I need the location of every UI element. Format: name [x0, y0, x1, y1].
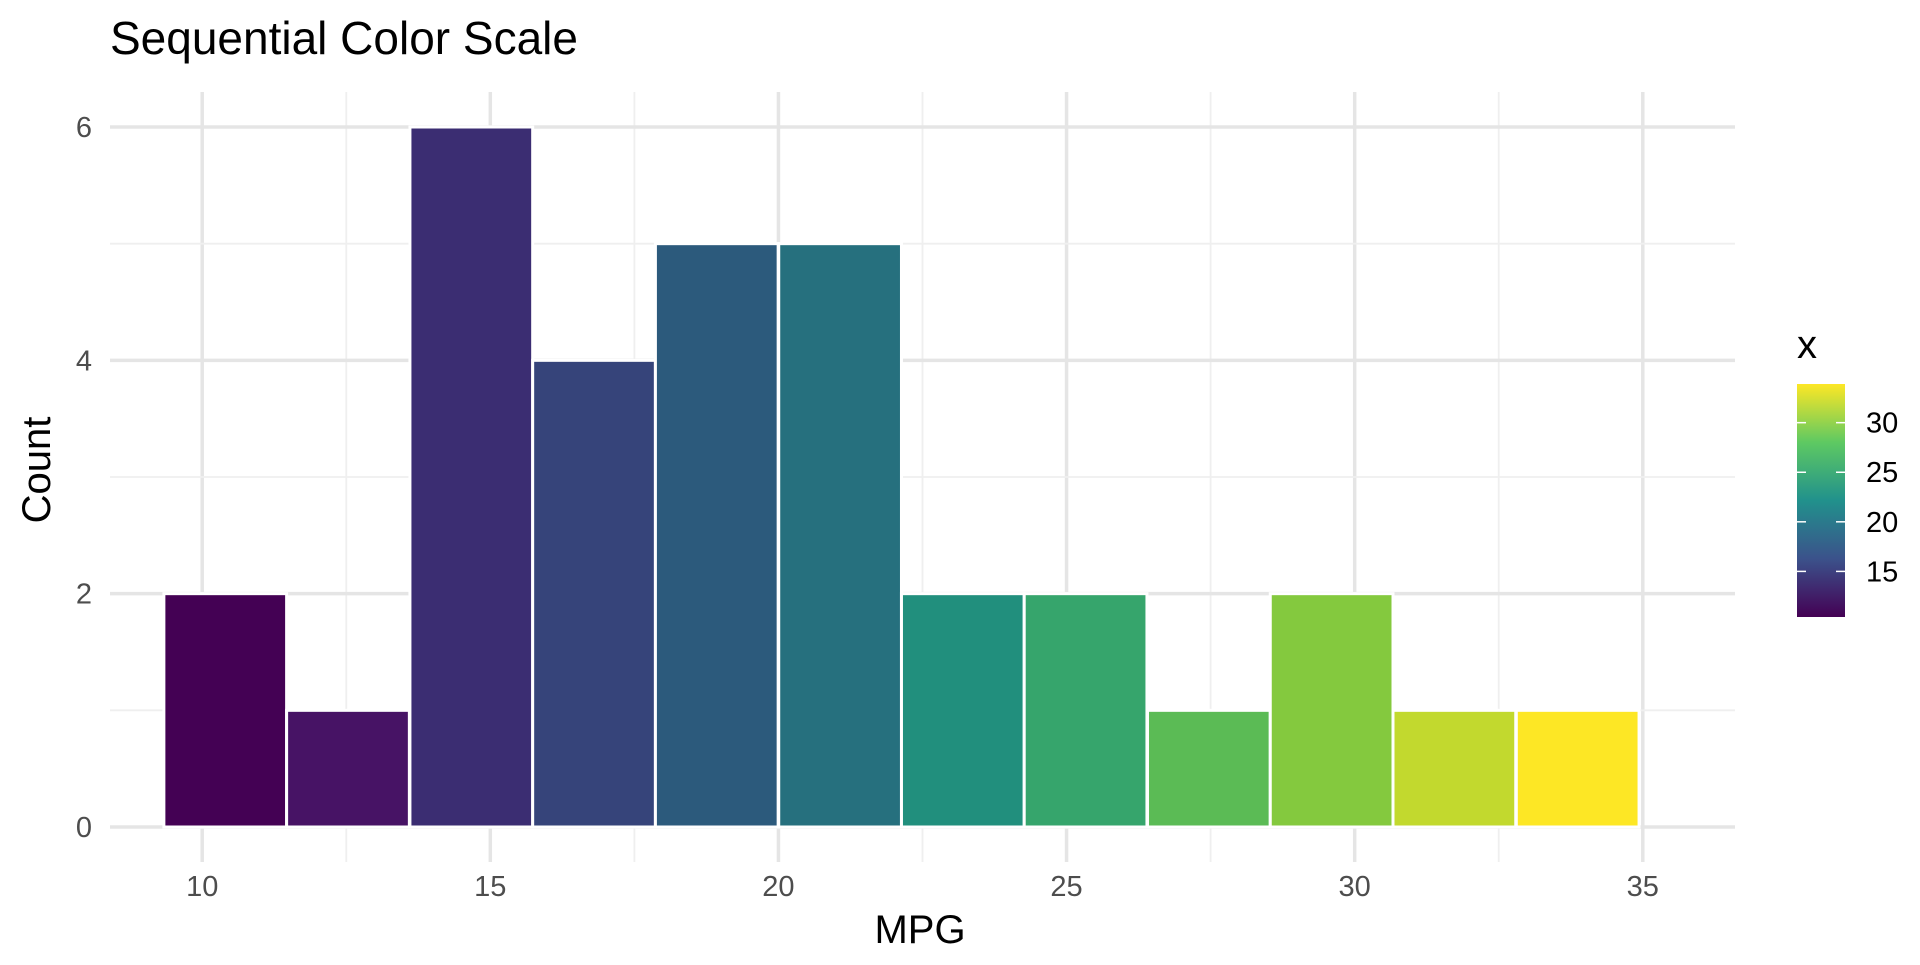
x-tick-label: 20 — [762, 871, 794, 903]
legend-ticks: 15 20 25 30 — [1797, 408, 1898, 588]
histogram-bar — [1391, 708, 1518, 829]
legend-tick-label: 20 — [1866, 507, 1898, 539]
histogram-bar — [531, 358, 657, 829]
x-tick-label: 10 — [186, 871, 218, 903]
y-tick-label: 4 — [76, 345, 92, 377]
legend-tick-label: 25 — [1866, 457, 1898, 489]
x-axis-ticks: 10 15 20 25 30 35 — [186, 871, 1659, 903]
histogram-bar — [1022, 592, 1149, 829]
legend-tick-label: 15 — [1866, 556, 1898, 588]
x-tick-label: 30 — [1339, 871, 1371, 903]
bars — [162, 125, 1641, 829]
x-tick-label: 25 — [1050, 871, 1082, 903]
y-tick-label: 0 — [76, 812, 92, 844]
x-tick-label: 35 — [1627, 871, 1659, 903]
legend-tick-label: 30 — [1866, 408, 1898, 440]
color-legend: x 15 20 25 30 — [1797, 323, 1898, 617]
histogram-bar — [285, 708, 411, 829]
histogram-bar — [1514, 708, 1641, 829]
y-axis-title: Count — [15, 417, 59, 524]
x-tick-label: 15 — [474, 871, 506, 903]
legend-title: x — [1797, 323, 1817, 367]
y-tick-label: 6 — [76, 112, 92, 144]
histogram-bar — [1146, 708, 1272, 829]
chart-title: Sequential Color Scale — [110, 12, 578, 64]
y-axis-ticks: 0 2 4 6 — [76, 112, 92, 844]
histogram-bar — [653, 242, 780, 829]
legend-colorbar — [1797, 384, 1845, 617]
histogram-bar — [408, 125, 535, 829]
x-axis-title: MPG — [874, 908, 965, 952]
histogram-bar — [162, 592, 289, 829]
histogram-bar — [1268, 592, 1395, 829]
y-tick-label: 2 — [76, 579, 92, 611]
histogram-bar — [899, 592, 1026, 829]
histogram-bar — [777, 242, 903, 829]
